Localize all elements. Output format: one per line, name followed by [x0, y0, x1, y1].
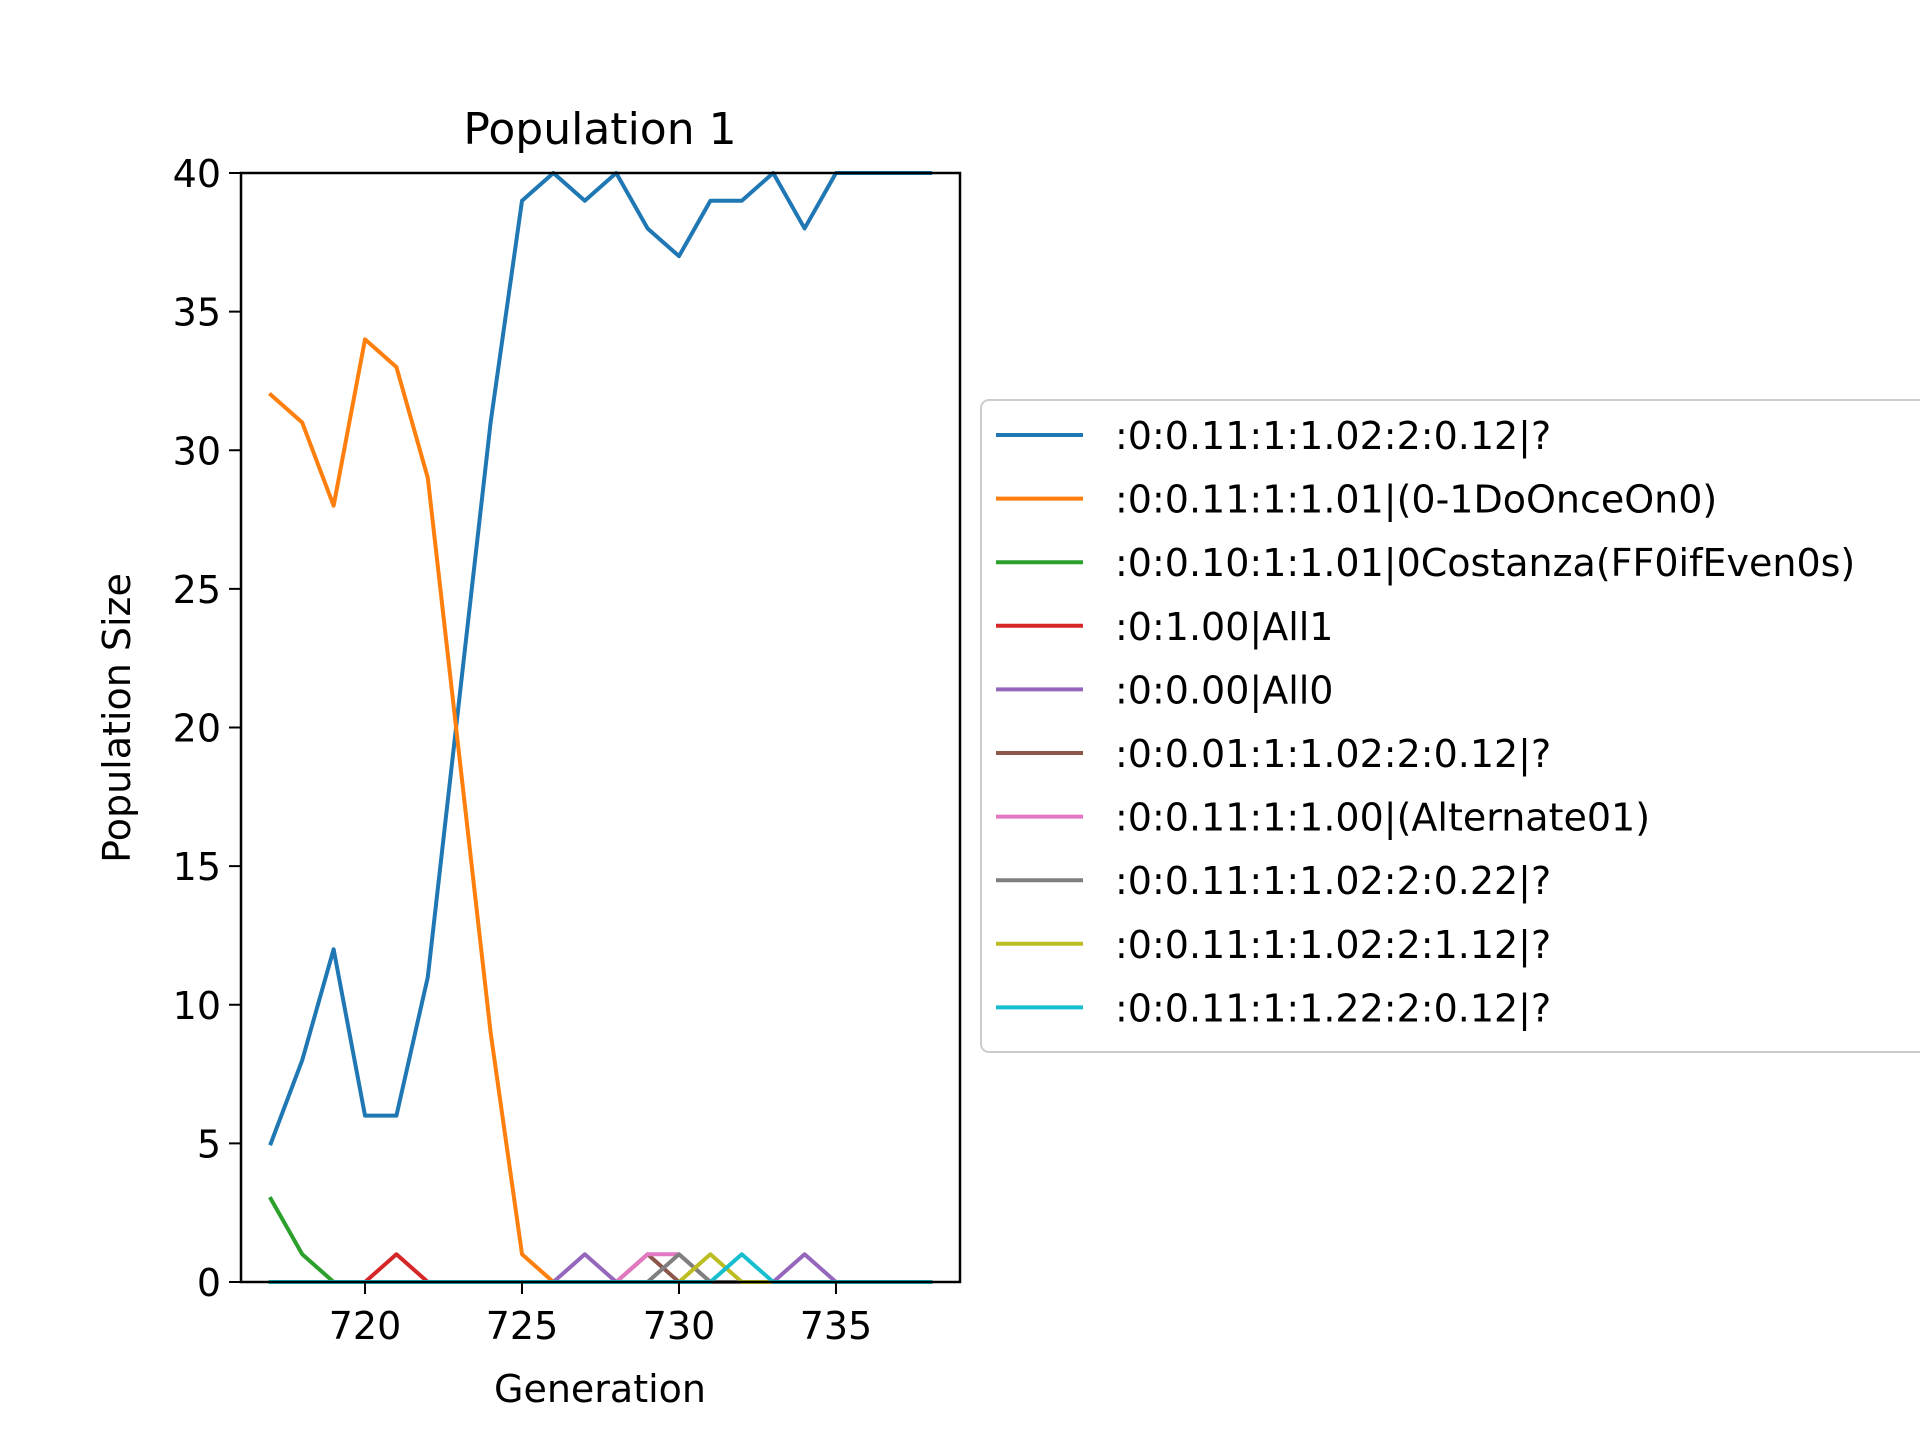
x-axis-label: Generation — [494, 1367, 706, 1411]
legend-items: :0:0.11:1:1.02:2:0.12|? :0:0.11:1:1.01|(0… — [996, 414, 1855, 1031]
y-tick-label: 35 — [173, 291, 221, 335]
legend-label-7: :0:0.11:1:1.00|(Alternate01) — [1115, 796, 1650, 841]
x-tick-label: 730 — [643, 1304, 716, 1348]
series-line-2 — [268, 337, 933, 1284]
y-tick-label: 15 — [173, 845, 221, 889]
legend-box — [980, 399, 1920, 1053]
legend-label-10: :0:0.11:1:1.22:2:0.12|? — [1115, 986, 1551, 1031]
y-tick-label: 40 — [173, 152, 221, 196]
legend-label-2: :0:0.11:1:1.01|(0-1DoOnceOn0) — [1115, 478, 1717, 523]
y-tick-label: 10 — [173, 984, 221, 1028]
y-tick-label: 0 — [197, 1261, 221, 1305]
series-layer — [268, 171, 933, 1284]
x-axis-ticks: 720 725 730 735 — [329, 1282, 872, 1348]
y-tick-label: 20 — [173, 707, 221, 751]
y-axis-ticks: 0 5 10 15 20 25 30 35 40 — [173, 152, 241, 1305]
x-tick-label: 735 — [800, 1304, 873, 1348]
legend-label-6: :0:0.01:1:1.02:2:0.12|? — [1115, 732, 1551, 777]
legend: :0:0.11:1:1.02:2:0.12|? :0:0.11:1:1.01|(0… — [980, 399, 1920, 1053]
legend-label-9: :0:0.11:1:1.02:2:1.12|? — [1115, 923, 1551, 968]
y-axis-label: Population Size — [95, 573, 139, 863]
y-tick-label: 25 — [173, 568, 221, 612]
chart-title: Population 1 — [463, 104, 736, 155]
legend-label-1: :0:0.11:1:1.02:2:0.12|? — [1115, 414, 1551, 459]
y-tick-label: 5 — [197, 1122, 221, 1166]
legend-label-8: :0:0.11:1:1.02:2:0.22|? — [1115, 859, 1551, 904]
y-tick-label: 30 — [173, 429, 221, 473]
legend-label-3: :0:0.10:1:1.01|0Costanza(FF0ifEven0s) — [1115, 541, 1855, 586]
series-line-1 — [268, 171, 933, 1146]
legend-label-4: :0:1.00|All1 — [1115, 605, 1333, 650]
legend-label-5: :0:0.00|All0 — [1115, 668, 1333, 713]
x-tick-label: 720 — [329, 1304, 402, 1348]
plot-frame — [239, 171, 962, 1284]
x-tick-label: 725 — [486, 1304, 559, 1348]
